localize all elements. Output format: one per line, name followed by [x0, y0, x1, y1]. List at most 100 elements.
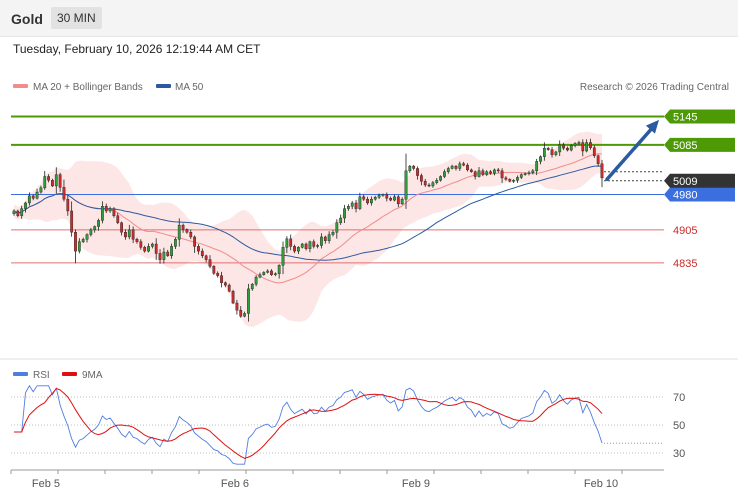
candle-body [366, 198, 369, 204]
legend-rsi9-label: 9MA [82, 370, 103, 381]
candle-body [193, 236, 197, 247]
candle-body [320, 236, 323, 246]
level-label-4980: 4980 [673, 189, 697, 201]
timeframe-badge[interactable]: 30 MIN [51, 7, 102, 29]
legend-ma20-label: MA 20 + Bollinger Bands [33, 82, 143, 93]
ma50-line [13, 165, 603, 261]
candle-body [262, 272, 266, 275]
candle-body [481, 170, 485, 175]
candle-body [423, 181, 427, 186]
candle-body [316, 245, 319, 247]
candle-body [581, 142, 585, 152]
candle-body [504, 177, 508, 180]
level-tag-4980 [664, 187, 735, 202]
candle-body [458, 163, 462, 169]
level-label-4835: 4835 [673, 258, 697, 270]
candle-body [554, 151, 558, 155]
candle-body [177, 224, 181, 240]
candle-body [235, 302, 239, 311]
candle-body [496, 169, 500, 172]
candle-body [446, 168, 450, 172]
candle-body [592, 147, 596, 156]
candle-body [373, 197, 377, 200]
candle-body [558, 144, 562, 153]
ma20-line [13, 153, 603, 284]
candle-body [389, 198, 393, 201]
candle-body [131, 229, 135, 240]
candle-body [120, 222, 123, 233]
rsi9-line [14, 387, 603, 459]
candle-body [170, 246, 173, 257]
last-price-tag [664, 173, 735, 188]
candle-body [108, 208, 112, 212]
candle-body [416, 168, 419, 176]
candle-body [354, 202, 358, 209]
candle-body [24, 202, 27, 209]
candle-body [527, 172, 531, 174]
x-axis: Feb 5 Feb 6 Feb 9 Feb 10 [10, 469, 664, 490]
candle-body [289, 238, 293, 247]
candle-body [519, 174, 523, 178]
candle-body [43, 176, 47, 189]
candle-body [150, 243, 154, 247]
candle-body [285, 238, 289, 248]
candle-body [427, 184, 431, 187]
candle-body [254, 276, 258, 285]
candle-body [158, 253, 162, 260]
candle-body [312, 241, 316, 247]
candle-body [343, 208, 346, 219]
candle-body [516, 177, 519, 181]
candle-body [135, 239, 139, 242]
x-tick-label: Feb 6 [221, 478, 249, 490]
candle-body [89, 229, 93, 235]
candle-body [439, 176, 442, 181]
candle-body [31, 195, 35, 199]
forecast-arrow-shaft [605, 123, 657, 182]
candle-body [385, 194, 389, 199]
candle-body [396, 196, 400, 205]
candle-body [346, 206, 350, 209]
candle-body [212, 266, 216, 274]
candle-body [585, 142, 589, 152]
level-tag-5145 [664, 109, 735, 124]
candle-body [220, 275, 223, 283]
candle-body [116, 215, 120, 223]
candle-body [223, 282, 227, 286]
x-tick-label: Feb 5 [32, 478, 60, 490]
candle-body [308, 241, 312, 249]
candle-body [85, 234, 89, 240]
level-tag-5085 [664, 137, 735, 152]
candle-body [377, 195, 381, 198]
candle-body [47, 176, 50, 181]
candle-body [493, 169, 496, 174]
forecast-arrow-head [645, 119, 659, 134]
candle-body [258, 274, 262, 278]
candle-body [101, 206, 104, 221]
candle-body [266, 270, 270, 273]
candle-body [435, 180, 439, 183]
candle-body [393, 196, 396, 201]
candle-body [400, 198, 404, 205]
candle-body [404, 170, 408, 200]
candle-body [408, 165, 412, 172]
candle-body [250, 283, 254, 290]
candle-body [562, 144, 565, 149]
candle-body [174, 239, 177, 247]
candle-body [77, 241, 81, 252]
candle-body [189, 232, 193, 238]
candle-body [323, 236, 327, 241]
candle-body [12, 210, 16, 215]
candle-body [462, 163, 466, 166]
candle-body [139, 241, 143, 248]
candle-body [535, 161, 539, 172]
legend-ma50-label: MA 50 [175, 82, 204, 93]
x-tick-label: Feb 10 [584, 478, 618, 490]
candle-body [231, 291, 235, 304]
candle-body [273, 273, 277, 275]
candle-body [62, 187, 66, 200]
candle-body [281, 247, 285, 266]
rsi-tick-30: 30 [673, 448, 685, 460]
candle-body [566, 147, 569, 151]
candle-body [573, 143, 577, 146]
